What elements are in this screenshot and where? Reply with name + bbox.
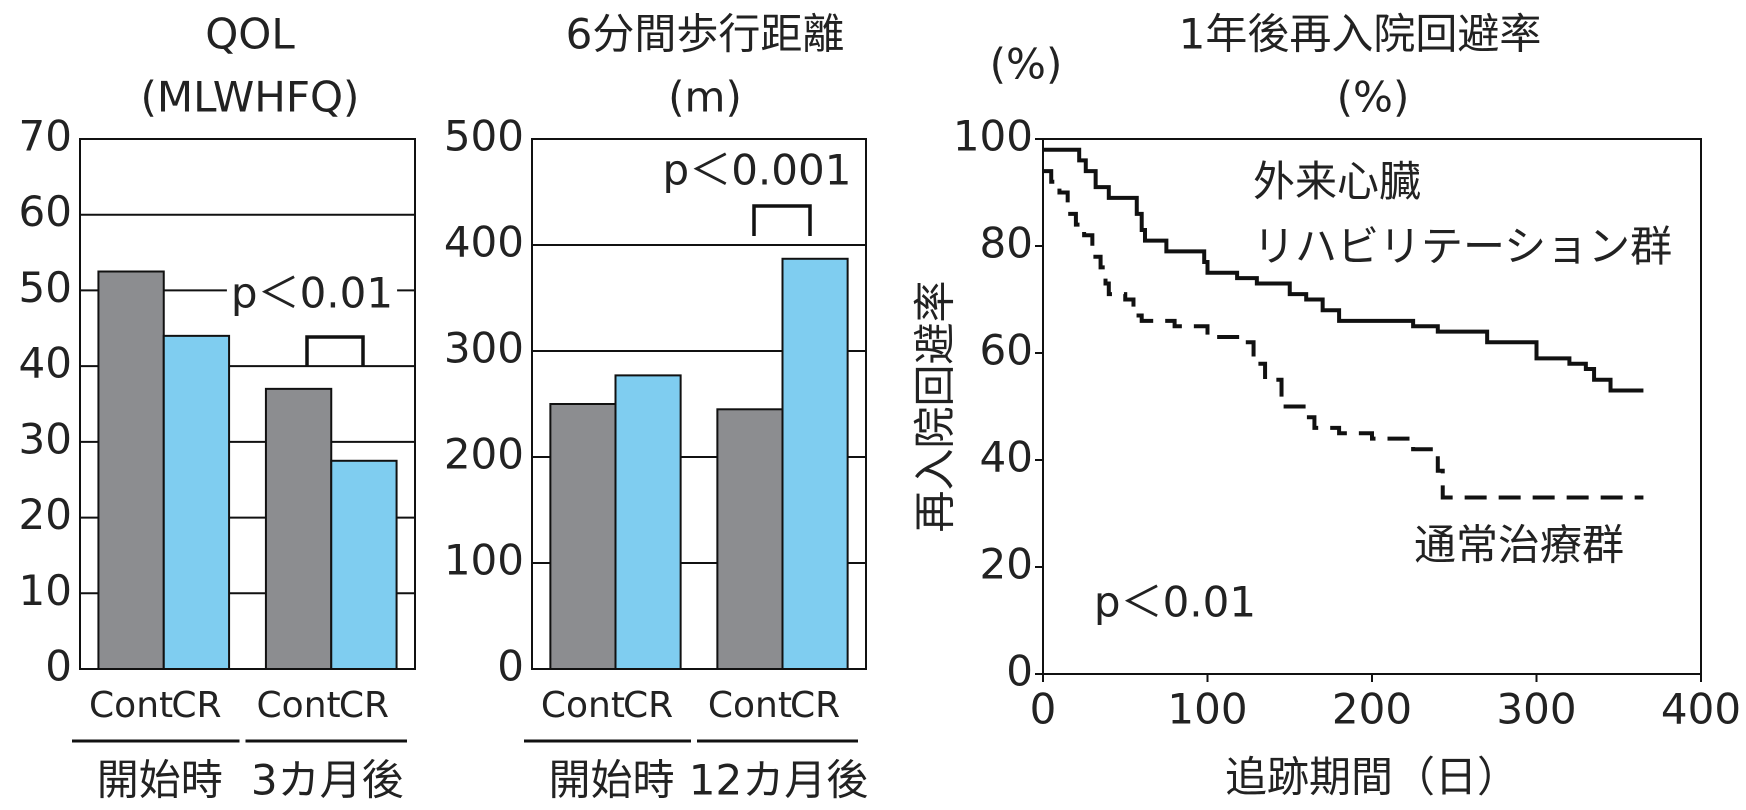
y-tick-label: 500 [444,112,524,161]
x-tick-label: CR [790,685,840,726]
group-label: 開始時 [548,756,674,805]
chart-title: QOL [205,10,295,59]
chart-subtitle: (MLWHFQ) [141,73,360,122]
bar [97,270,165,670]
plot-frame [79,138,416,670]
y-tick-label: 70 [19,112,72,161]
group-label: 3カ月後 [251,756,404,805]
bar [264,387,333,670]
y-tick-label: 300 [444,324,524,373]
x-tick-label: 400 [1661,685,1741,734]
y-unit: (%) [990,40,1063,89]
x-tick-label: Cont [89,685,173,726]
annotation: p＜0.001 [663,146,852,195]
y-tick-label: 40 [19,339,72,388]
bracket [305,335,365,366]
x-tick-label: CR [339,685,389,726]
x-tick-label: CR [623,685,673,726]
y-tick-label: 0 [45,642,72,691]
y-tick-label: 200 [444,430,524,479]
plot-frame [1042,138,1702,675]
y-tick-label: 20 [19,490,72,539]
annotation: p＜0.01 [231,269,393,318]
y-tick-label: 40 [980,433,1033,482]
bar [614,374,682,670]
plot-frame [531,138,867,670]
y-tick-label: 0 [1006,647,1033,696]
y-tick-label: 60 [980,326,1033,375]
chart-title: 6分間歩行距離 [566,10,845,59]
x-tick-label: 300 [1496,685,1576,734]
bar [549,403,617,670]
y-tick-label: 60 [19,187,72,236]
chart-subtitle: (%) [1337,73,1410,122]
bracket [752,204,812,236]
annotation-bg [226,268,398,318]
bar [330,459,398,670]
chart-title: 1年後再入院回避率 [1179,10,1542,59]
y-tick-label: 30 [19,414,72,463]
x-tick-label: Cont [257,685,341,726]
y-tick-label: 400 [444,218,524,267]
chart-subtitle: (m) [668,73,742,122]
bar [716,408,784,670]
series-label: 外来心臓リハビリテーション群 [1253,157,1672,271]
y-tick-label: 100 [953,112,1033,161]
y-tick-label: 80 [980,219,1033,268]
bar [162,334,231,670]
annotation: p＜0.01 [1094,578,1256,627]
x-tick-label: 200 [1332,685,1412,734]
y-tick-label: 50 [19,263,72,312]
y-tick-label: 0 [497,642,524,691]
series-label: 通常治療群 [1414,521,1624,570]
y-tick-label: 10 [19,566,72,615]
x-tick-label: Cont [708,685,792,726]
group-label: 12カ月後 [689,756,868,805]
x-tick-label: CR [171,685,221,726]
line-series [1043,147,1644,393]
bar [781,257,849,670]
annotation-bg [658,145,856,195]
y-tick-label: 20 [980,540,1033,589]
x-tick-label: Cont [541,685,625,726]
x-tick-label: 0 [1030,685,1057,734]
y-axis-title: 再入院回避率 [911,280,960,532]
y-tick-label: 100 [444,536,524,585]
x-axis-title: 追跡期間（日） [1225,753,1519,802]
x-tick-label: 100 [1167,685,1247,734]
group-label: 開始時 [97,756,223,805]
line-series [1043,169,1644,500]
